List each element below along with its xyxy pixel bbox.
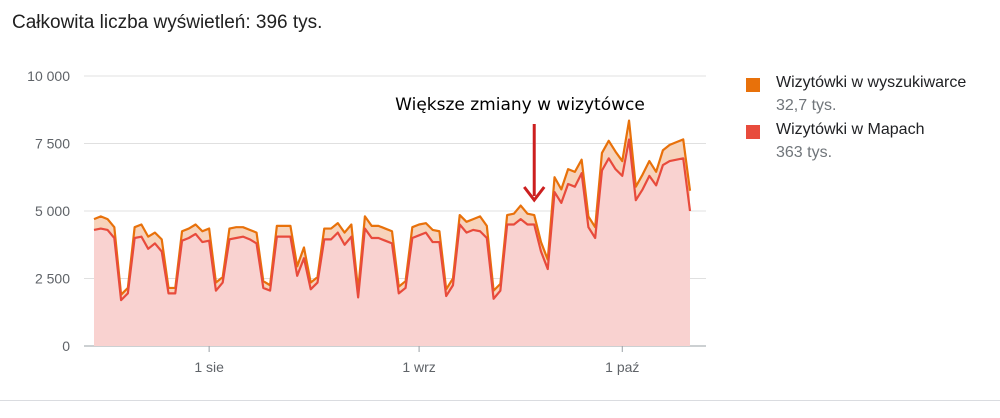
legend-label: Wizytówki w wyszukiwarce <box>776 74 967 91</box>
x-tick-label: 1 wrz <box>402 359 435 375</box>
y-tick-label: 5 000 <box>35 203 70 219</box>
y-tick-label: 2 500 <box>35 271 70 287</box>
annotation-text: Większe zmiany w wizytówce <box>395 95 645 115</box>
chart-svg: 0 2 500 5 000 7 500 10 000 1 sie 1 wrz 1 paź W… <box>27 68 706 375</box>
page-title: Całkowita liczba wyświetleń: 396 tys. <box>12 12 323 33</box>
y-tick-label: 10 000 <box>27 68 70 84</box>
bottom-divider <box>0 400 1000 401</box>
legend-value: 32,7 tys. <box>776 97 837 114</box>
annotation: Większe zmiany w wizytówce <box>395 95 645 203</box>
area-maps <box>94 139 690 346</box>
series-line-maps <box>93 138 692 302</box>
legend-swatch-maps <box>746 125 760 139</box>
legend-value: 363 tys. <box>776 144 833 161</box>
x-tick-label: 1 sie <box>194 359 224 375</box>
legend-label: Wizytówki w Mapach <box>776 121 925 138</box>
annotation-arrow-head <box>523 186 546 203</box>
line-layer <box>93 119 692 302</box>
legend-swatch-search <box>746 78 760 92</box>
legend: Wizytówki w wyszukiwarce 32,7 tys. Wizyt… <box>744 72 984 166</box>
y-axis-ticks: 0 2 500 5 000 7 500 10 000 <box>27 68 70 354</box>
legend-item-search[interactable]: Wizytówki w wyszukiwarce 32,7 tys. <box>744 72 984 117</box>
x-tick-label: 1 paź <box>605 359 639 375</box>
series-line-search <box>93 119 692 296</box>
legend-item-maps[interactable]: Wizytówki w Mapach 363 tys. <box>744 119 984 164</box>
x-axis: 1 sie 1 wrz 1 paź <box>194 346 639 375</box>
y-tick-label: 0 <box>62 338 70 354</box>
y-tick-label: 7 500 <box>35 136 70 152</box>
